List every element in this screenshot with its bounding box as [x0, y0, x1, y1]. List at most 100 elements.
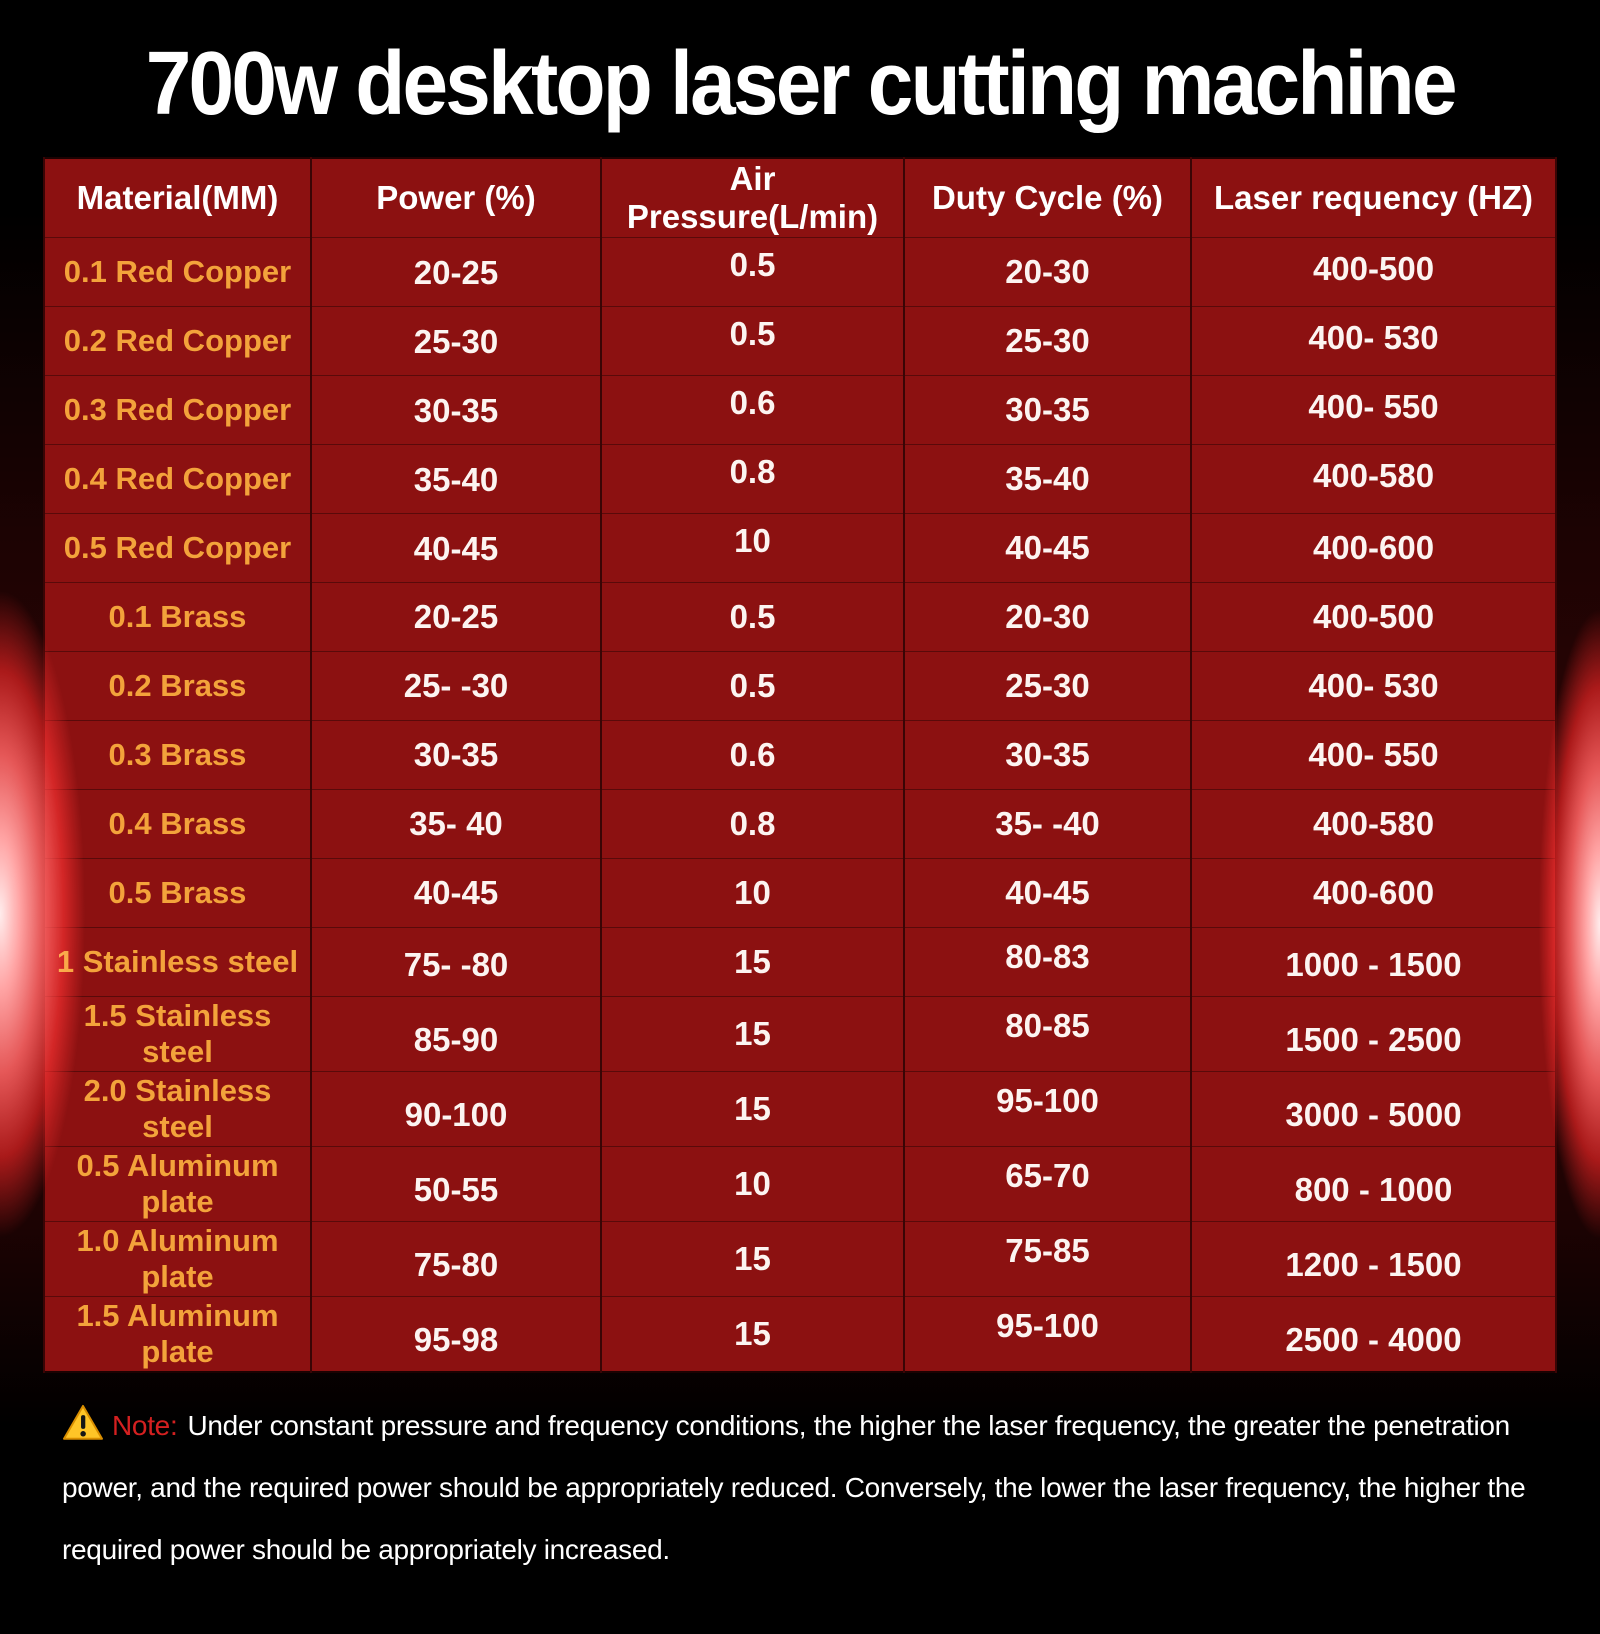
material-cell: 1.0 Aluminum plate [43, 1220, 312, 1297]
power-cell: 25-30 [310, 305, 602, 376]
duty-cycle-cell: 95-100 [903, 1295, 1192, 1373]
table-row: 1.0 Aluminum plate 75-80 15 75-85 1200 -… [43, 1220, 1557, 1297]
material-cell: 2.0 Stainless steel [43, 1070, 312, 1147]
note-section: Note: Under constant pressure and frequen… [62, 1395, 1542, 1581]
duty-cycle-cell: 20-30 [903, 581, 1192, 652]
laser-frequency-cell: 400- 550 [1190, 374, 1557, 445]
duty-cycle-cell: 25-30 [903, 650, 1192, 721]
page-title: 700w desktop laser cutting machine [0, 34, 1600, 135]
material-cell: 0.4 Red Copper [43, 443, 312, 514]
air-pressure-cell: 15 [600, 1295, 905, 1373]
material-cell: 0.1 Red Copper [43, 236, 312, 307]
duty-cycle-cell: 40-45 [903, 857, 1192, 928]
table-row: 0.5 Aluminum plate 50-55 10 65-70 800 - … [43, 1145, 1557, 1222]
power-cell: 85-90 [310, 995, 602, 1072]
laser-frequency-cell: 400- 530 [1190, 305, 1557, 376]
laser-frequency-cell: 400-600 [1190, 857, 1557, 928]
power-cell: 40-45 [310, 512, 602, 583]
table-row: 0.5 Red Copper 40-45 10 40-45 400-600 [43, 512, 1557, 583]
material-cell: 0.5 Aluminum plate [43, 1145, 312, 1222]
duty-cycle-cell: 30-35 [903, 374, 1192, 445]
material-cell: 1 Stainless steel [43, 926, 312, 997]
table-body: 0.1 Red Copper 20-25 0.5 20-30 400-500 0… [43, 236, 1557, 1373]
laser-frequency-cell: 1200 - 1500 [1190, 1220, 1557, 1297]
duty-cycle-cell: 80-85 [903, 995, 1192, 1072]
table-row: 0.1 Red Copper 20-25 0.5 20-30 400-500 [43, 236, 1557, 307]
table-row: 0.2 Brass 25- -30 0.5 25-30 400- 530 [43, 650, 1557, 721]
material-cell: 1.5 Stainless steel [43, 995, 312, 1072]
air-pressure-cell: 15 [600, 926, 905, 997]
power-cell: 95-98 [310, 1295, 602, 1373]
column-header-duty-cycle: Duty Cycle (%) [903, 157, 1192, 238]
laser-frequency-cell: 1500 - 2500 [1190, 995, 1557, 1072]
material-cell: 0.1 Brass [43, 581, 312, 652]
power-cell: 50-55 [310, 1145, 602, 1222]
table-row: 1 Stainless steel 75- -80 15 80-83 1000 … [43, 926, 1557, 997]
column-header-power: Power (%) [310, 157, 602, 238]
table-row: 2.0 Stainless steel 90-100 15 95-100 300… [43, 1070, 1557, 1147]
column-header-material: Material(MM) [43, 157, 312, 238]
air-pressure-cell: 0.6 [600, 374, 905, 445]
table-row: 0.2 Red Copper 25-30 0.5 25-30 400- 530 [43, 305, 1557, 376]
air-pressure-cell: 10 [600, 1145, 905, 1222]
duty-cycle-cell: 30-35 [903, 719, 1192, 790]
table-row: 1.5 Aluminum plate 95-98 15 95-100 2500 … [43, 1295, 1557, 1373]
material-cell: 0.2 Brass [43, 650, 312, 721]
table-row: 0.5 Brass 40-45 10 40-45 400-600 [43, 857, 1557, 928]
material-cell: 0.3 Red Copper [43, 374, 312, 445]
material-cell: 0.4 Brass [43, 788, 312, 859]
power-cell: 75-80 [310, 1220, 602, 1297]
laser-frequency-cell: 1000 - 1500 [1190, 926, 1557, 997]
air-pressure-cell: 0.6 [600, 719, 905, 790]
table-row: 0.4 Red Copper 35-40 0.8 35-40 400-580 [43, 443, 1557, 514]
material-cell: 0.2 Red Copper [43, 305, 312, 376]
air-pressure-cell: 15 [600, 1070, 905, 1147]
air-pressure-cell: 0.5 [600, 581, 905, 652]
material-cell: 0.5 Red Copper [43, 512, 312, 583]
air-pressure-cell: 0.8 [600, 443, 905, 514]
table-row: 0.4 Brass 35- 40 0.8 35- -40 400-580 [43, 788, 1557, 859]
laser-frequency-cell: 2500 - 4000 [1190, 1295, 1557, 1373]
air-pressure-cell: 0.8 [600, 788, 905, 859]
warning-triangle-icon [63, 1404, 103, 1440]
power-cell: 25- -30 [310, 650, 602, 721]
power-cell: 40-45 [310, 857, 602, 928]
material-cell: 1.5 Aluminum plate [43, 1295, 312, 1373]
power-cell: 35-40 [310, 443, 602, 514]
duty-cycle-cell: 40-45 [903, 512, 1192, 583]
note-label: Note: [112, 1409, 178, 1441]
air-pressure-cell: 0.5 [600, 650, 905, 721]
power-cell: 30-35 [310, 719, 602, 790]
laser-frequency-cell: 400-580 [1190, 788, 1557, 859]
air-pressure-cell: 0.5 [600, 305, 905, 376]
table-header-row: Material(MM) Power (%) Air Pressure(L/mi… [43, 157, 1557, 238]
power-cell: 90-100 [310, 1070, 602, 1147]
column-header-air-pressure: Air Pressure(L/min) [600, 157, 905, 238]
table-row: 0.3 Red Copper 30-35 0.6 30-35 400- 550 [43, 374, 1557, 445]
air-pressure-cell: 10 [600, 512, 905, 583]
duty-cycle-cell: 20-30 [903, 236, 1192, 307]
air-pressure-cell: 15 [600, 1220, 905, 1297]
power-cell: 20-25 [310, 581, 602, 652]
note-text: Under constant pressure and frequency co… [62, 1409, 1526, 1565]
laser-frequency-cell: 400- 550 [1190, 719, 1557, 790]
duty-cycle-cell: 35- -40 [903, 788, 1192, 859]
power-cell: 30-35 [310, 374, 602, 445]
infographic: 700w desktop laser cutting machine Mater… [0, 34, 1600, 1581]
power-cell: 20-25 [310, 236, 602, 307]
laser-frequency-cell: 800 - 1000 [1190, 1145, 1557, 1222]
laser-frequency-cell: 3000 - 5000 [1190, 1070, 1557, 1147]
cutting-parameters-table: Material(MM) Power (%) Air Pressure(L/mi… [43, 156, 1557, 1373]
duty-cycle-cell: 80-83 [903, 926, 1192, 997]
duty-cycle-cell: 25-30 [903, 305, 1192, 376]
duty-cycle-cell: 35-40 [903, 443, 1192, 514]
laser-frequency-cell: 400-600 [1190, 512, 1557, 583]
laser-frequency-cell: 400-580 [1190, 443, 1557, 514]
table-row: 0.1 Brass 20-25 0.5 20-30 400-500 [43, 581, 1557, 652]
air-pressure-cell: 0.5 [600, 236, 905, 307]
laser-frequency-cell: 400-500 [1190, 581, 1557, 652]
column-header-laser-frequency: Laser requency (HZ) [1190, 157, 1557, 238]
table-row: 1.5 Stainless steel 85-90 15 80-85 1500 … [43, 995, 1557, 1072]
laser-frequency-cell: 400- 530 [1190, 650, 1557, 721]
table-row: 0.3 Brass 30-35 0.6 30-35 400- 550 [43, 719, 1557, 790]
